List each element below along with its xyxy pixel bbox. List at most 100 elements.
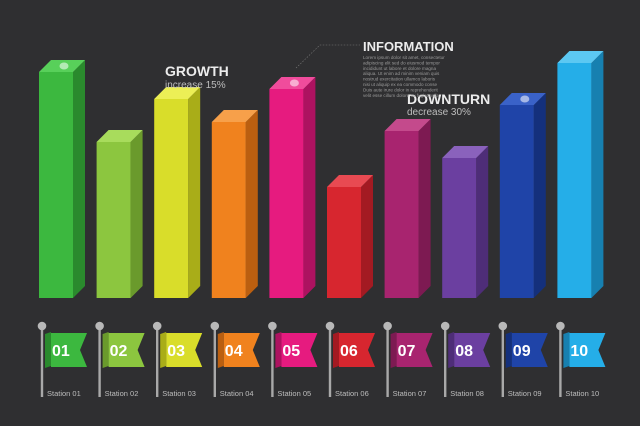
flag-fold bbox=[217, 332, 224, 368]
flag-number: 09 bbox=[513, 343, 531, 360]
bar-02 bbox=[96, 130, 143, 298]
flag-pole-knob bbox=[152, 321, 162, 331]
bar-top-face bbox=[327, 175, 373, 187]
bar-05 bbox=[269, 77, 316, 298]
station-label: Station 09 bbox=[508, 389, 542, 398]
bar-top-face bbox=[384, 119, 431, 131]
station-flag-08: 08 Station 08 bbox=[440, 321, 491, 398]
flag-banner bbox=[166, 333, 203, 367]
flag-banner bbox=[569, 333, 606, 367]
station-label: Station 06 bbox=[335, 389, 369, 398]
bar-08 bbox=[442, 146, 489, 298]
flag-pole-knob bbox=[440, 321, 450, 331]
station-flags: 01 Station 01 02 Station 02 03 Station 03 04 St… bbox=[37, 321, 606, 398]
downturn-subtitle: decrease 30% bbox=[407, 107, 471, 118]
information-text-line: adipiscing elit sed do eiusmod tempor bbox=[363, 60, 440, 65]
bar-side-face bbox=[591, 51, 604, 298]
bar-03 bbox=[154, 87, 201, 298]
flag-banner bbox=[454, 333, 491, 367]
information-text-line: Lorem ipsum dolor sit amet, consectetur bbox=[363, 55, 445, 60]
station-flag-10: 10 Station 10 bbox=[556, 321, 606, 398]
flag-number: 01 bbox=[52, 343, 70, 360]
bar-side-face bbox=[130, 130, 143, 298]
flag-pole-knob bbox=[268, 321, 277, 331]
information-text-line: velit esse cillum dolore eu fugiat nulla bbox=[363, 93, 440, 98]
flag-number: 08 bbox=[455, 343, 473, 360]
growth-annotation: GROWTH increase 15% bbox=[165, 63, 229, 91]
growth-subtitle: increase 15% bbox=[165, 80, 226, 91]
flag-number: 06 bbox=[340, 343, 358, 360]
station-flag-07: 07 Station 07 bbox=[383, 321, 433, 398]
flag-pole-knob bbox=[383, 321, 392, 331]
bar-side-face bbox=[418, 119, 431, 298]
flag-fold bbox=[275, 332, 282, 368]
bar-top-face bbox=[154, 87, 201, 99]
bar-side-face bbox=[533, 93, 546, 298]
flag-fold bbox=[160, 332, 167, 368]
bar-front-face bbox=[442, 158, 477, 298]
station-flag-06: 06 Station 06 bbox=[325, 321, 375, 398]
bar-side-face bbox=[73, 60, 85, 298]
station-label: Station 08 bbox=[450, 389, 484, 398]
information-title: INFORMATION bbox=[363, 39, 454, 54]
flag-banner bbox=[511, 333, 548, 367]
bar-top-face bbox=[96, 130, 143, 142]
information-block: INFORMATION Lorem ipsum dolor sit amet, … bbox=[295, 39, 454, 98]
station-label: Station 03 bbox=[162, 389, 196, 398]
station-label: Station 01 bbox=[47, 389, 81, 398]
flag-fold bbox=[448, 332, 455, 368]
bar-highlight-dot bbox=[59, 62, 69, 70]
flag-pole-knob bbox=[498, 321, 508, 331]
station-flag-09: 09 Station 09 bbox=[498, 321, 548, 398]
flag-fold bbox=[45, 332, 51, 368]
bar-10 bbox=[557, 51, 604, 298]
information-text-line: incididunt ut labore et dolore magna bbox=[363, 66, 436, 71]
flag-number: 04 bbox=[225, 343, 243, 360]
bar-highlight-dot bbox=[520, 95, 530, 103]
flag-pole-knob bbox=[210, 321, 220, 331]
bar-06 bbox=[327, 175, 373, 298]
bar-highlight-dot bbox=[289, 79, 299, 87]
bar-01 bbox=[39, 60, 85, 298]
bar-front-face bbox=[384, 131, 419, 298]
information-text-line: Duis aute irure dolor in reprehenderit bbox=[363, 87, 439, 92]
flag-number: 02 bbox=[110, 343, 128, 360]
downturn-annotation: DOWNTURN decrease 30% bbox=[407, 91, 490, 118]
bar-front-face bbox=[327, 187, 361, 298]
bar-front-face bbox=[39, 72, 73, 298]
bar-side-face bbox=[245, 110, 258, 298]
flag-number: 05 bbox=[282, 343, 300, 360]
bar-09 bbox=[499, 93, 546, 298]
bar-side-face bbox=[188, 87, 201, 298]
flag-banner bbox=[396, 333, 433, 367]
flag-number: 07 bbox=[398, 343, 416, 360]
growth-title: GROWTH bbox=[165, 63, 229, 79]
information-text-line: nisi ut aliquip ex ea commodo conse bbox=[363, 82, 437, 87]
bar-top-face bbox=[442, 146, 489, 158]
bar-front-face bbox=[557, 63, 592, 298]
bar-07 bbox=[384, 119, 431, 298]
bars-layer bbox=[39, 51, 604, 298]
bar-side-face bbox=[476, 146, 489, 298]
flag-banner bbox=[339, 333, 375, 367]
flag-fold bbox=[102, 332, 109, 368]
bar-top-face bbox=[557, 51, 604, 63]
station-label: Station 10 bbox=[565, 389, 599, 398]
station-label: Station 07 bbox=[393, 389, 427, 398]
station-flag-02: 02 Station 02 bbox=[95, 321, 145, 398]
flag-banner bbox=[223, 333, 260, 367]
flag-banner bbox=[281, 333, 318, 367]
flag-pole-knob bbox=[325, 321, 335, 331]
flag-pole-knob bbox=[556, 321, 565, 331]
flag-number: 03 bbox=[167, 343, 185, 360]
flag-banner bbox=[108, 333, 145, 367]
flag-fold bbox=[390, 332, 397, 368]
flag-pole-knob bbox=[95, 321, 104, 331]
information-text: Lorem ipsum dolor sit amet, consectetura… bbox=[363, 55, 445, 98]
bar-side-face bbox=[361, 175, 373, 298]
bar-side-face bbox=[303, 77, 316, 298]
flag-fold bbox=[563, 332, 570, 368]
station-flag-01: 01 Station 01 bbox=[37, 321, 87, 398]
flag-fold bbox=[333, 332, 339, 368]
